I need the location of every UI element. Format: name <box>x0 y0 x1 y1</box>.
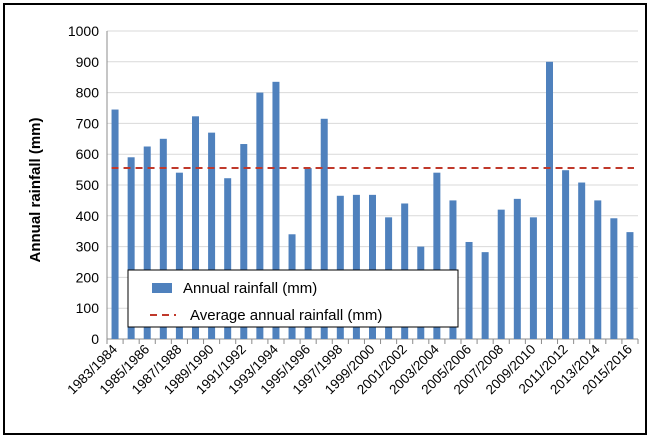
bar-1992/1993 <box>256 92 264 339</box>
bar-2014/2015 <box>610 218 618 339</box>
bar-1989/1990 <box>208 132 216 339</box>
bar-1986/1987 <box>159 138 167 339</box>
y-tick-label: 900 <box>76 54 100 70</box>
bar-1996/1997 <box>320 118 328 339</box>
bar-2005/2006 <box>465 241 473 339</box>
y-tick-label: 500 <box>76 177 100 193</box>
y-tick-label: 100 <box>76 300 100 316</box>
y-axis-title: Annual rainfall (mm) <box>27 117 44 262</box>
x-tick-labels: 1983/19841985/19861987/19881989/19901991… <box>64 341 635 397</box>
y-tick-label: 300 <box>76 239 100 255</box>
y-tick-labels: 0 100 200 300 400 500 600 700 800 900 1000 <box>68 23 99 347</box>
y-tick-label: 600 <box>76 146 100 162</box>
bar-2003/2004 <box>433 172 441 339</box>
bar-1985/1986 <box>143 146 151 339</box>
bar-2010/2011 <box>546 61 553 340</box>
bar-2012/2013 <box>578 182 586 339</box>
bar-2008/2009 <box>513 198 521 339</box>
bar-1999/2000 <box>369 194 376 339</box>
y-tick-label: 0 <box>91 331 99 347</box>
legend-bar-swatch <box>152 283 172 293</box>
bar-1993/1994 <box>272 81 280 339</box>
y-tick-label: 800 <box>76 85 100 101</box>
bar-1984/1985 <box>127 157 135 339</box>
y-tick-label: 1000 <box>68 23 99 39</box>
legend-box <box>127 269 459 328</box>
bar-1995/1996 <box>304 168 312 339</box>
legend-label-annual: Annual rainfall (mm) <box>183 280 317 297</box>
bar-1991/1992 <box>240 144 248 339</box>
bar-2011/2012 <box>562 170 570 339</box>
bar-1998/1999 <box>352 194 360 339</box>
legend-label-average: Average annual rainfall (mm) <box>190 307 382 324</box>
y-tick-label: 400 <box>76 208 100 224</box>
y-tick-label: 200 <box>76 269 100 285</box>
bar-1988/1989 <box>192 116 199 339</box>
bar-1990/1991 <box>224 178 232 339</box>
bar-2009/2010 <box>529 217 537 339</box>
bar-1987/1988 <box>175 172 183 339</box>
bar-1997/1998 <box>336 195 344 339</box>
y-tick-label: 700 <box>76 115 100 131</box>
bar-1983/1984 <box>111 109 119 339</box>
bar-2007/2008 <box>497 209 505 339</box>
bar-2013/2014 <box>594 200 602 339</box>
bar-2015/2016 <box>626 232 634 339</box>
bar-2006/2007 <box>481 252 489 339</box>
legend: Annual rainfall (mm) Average annual rain… <box>127 269 459 328</box>
